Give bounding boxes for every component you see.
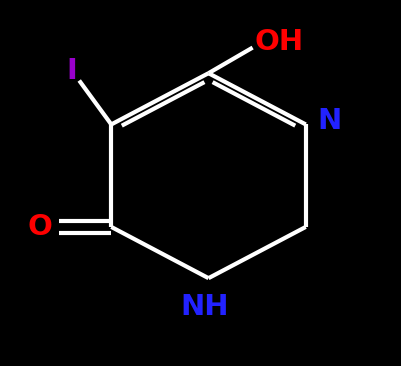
Text: I: I [67, 57, 77, 85]
Text: OH: OH [254, 28, 303, 56]
Text: O: O [27, 213, 53, 241]
Text: NH: NH [180, 294, 229, 321]
Text: N: N [318, 107, 342, 135]
